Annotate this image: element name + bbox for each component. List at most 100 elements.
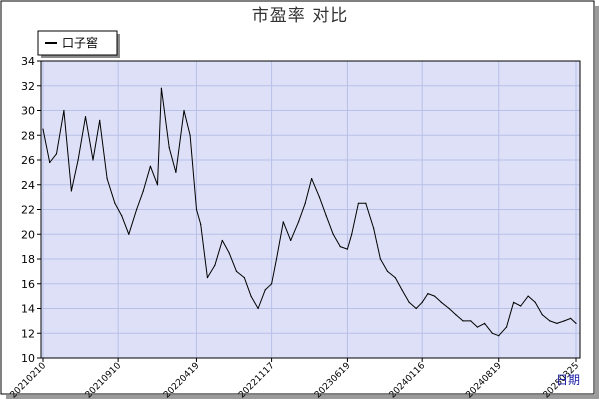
data-point	[55, 153, 58, 155]
data-point	[433, 295, 436, 297]
data-point	[373, 227, 375, 229]
data-point	[200, 223, 202, 225]
data-point	[304, 202, 306, 204]
data-point	[135, 208, 138, 211]
data-point	[513, 301, 515, 303]
data-point	[235, 270, 238, 272]
data-point	[325, 215, 327, 217]
data-point	[527, 295, 529, 297]
y-tick-label: 26	[21, 154, 35, 167]
data-point	[290, 239, 292, 242]
grid-lines	[41, 61, 580, 358]
data-point	[77, 159, 79, 161]
data-point	[379, 258, 381, 260]
data-point	[549, 320, 551, 322]
data-point	[311, 177, 313, 180]
data-point	[99, 119, 101, 121]
data-point	[505, 326, 508, 328]
chart-title: 市盈率 对比	[252, 6, 348, 26]
data-point	[483, 322, 486, 324]
data-point	[160, 87, 162, 89]
data-point	[520, 305, 522, 307]
data-point	[476, 326, 479, 328]
data-point	[206, 276, 209, 279]
y-tick-label: 12	[21, 327, 35, 340]
y-tick-label: 14	[21, 303, 35, 316]
data-point	[394, 276, 396, 279]
data-point	[401, 289, 403, 291]
data-point	[114, 202, 116, 204]
y-axis-ticks: 10 12 14 16 18 20 22 24 26 28 30 32 34	[21, 55, 41, 365]
data-point	[92, 159, 94, 161]
data-point	[264, 289, 266, 291]
data-point	[427, 293, 429, 295]
data-point	[556, 322, 558, 324]
plot-border	[40, 60, 581, 359]
data-point	[357, 202, 360, 204]
data-point	[149, 165, 151, 167]
series-line	[42, 87, 577, 337]
data-point	[386, 270, 389, 272]
y-tick-label: 16	[21, 278, 35, 291]
data-point	[42, 128, 44, 130]
data-point	[228, 252, 230, 254]
x-axis-label: 日期	[556, 373, 580, 387]
data-point	[455, 314, 457, 316]
legend: 口子窖	[37, 30, 120, 58]
data-point	[415, 307, 417, 310]
data-point	[121, 215, 123, 217]
data-point	[351, 233, 353, 235]
data-point	[491, 332, 493, 334]
data-point	[575, 322, 577, 324]
y-tick-label: 20	[21, 228, 35, 241]
data-point	[534, 301, 536, 303]
data-point	[63, 109, 65, 112]
chart-shadow-bottom	[6, 395, 599, 399]
data-point	[250, 295, 252, 297]
series-layer	[42, 87, 577, 337]
data-point	[84, 116, 87, 118]
y-tick-label: 34	[21, 55, 35, 68]
data-point	[297, 221, 300, 223]
data-point	[282, 221, 284, 223]
data-point	[142, 190, 144, 192]
data-point	[470, 320, 472, 322]
data-point	[221, 239, 223, 242]
y-tick-label: 24	[21, 179, 35, 192]
data-point	[498, 335, 500, 337]
data-point	[168, 147, 170, 149]
legend-entry-label: 口子窖	[62, 35, 98, 50]
data-point	[175, 171, 177, 173]
chart-shadow-right	[595, 6, 599, 398]
data-point	[106, 177, 108, 180]
data-point	[275, 258, 278, 260]
data-point	[70, 190, 72, 192]
data-point	[541, 314, 543, 316]
data-point	[257, 307, 259, 310]
data-point	[156, 184, 159, 186]
y-tick-label: 10	[21, 352, 35, 365]
data-point	[339, 246, 341, 248]
y-tick-label: 28	[21, 129, 35, 142]
data-point	[421, 301, 423, 303]
data-point	[318, 196, 321, 198]
data-point	[346, 248, 349, 250]
y-tick-label: 22	[21, 204, 35, 217]
data-point	[462, 320, 464, 322]
data-point	[365, 202, 367, 204]
data-point	[440, 301, 442, 303]
data-point	[183, 109, 185, 112]
data-point	[270, 283, 273, 285]
data-point	[243, 276, 245, 279]
data-point	[49, 161, 51, 164]
data-point	[563, 320, 565, 322]
data-point	[189, 134, 191, 136]
data-point	[570, 317, 572, 319]
data-point	[408, 301, 410, 303]
data-point	[195, 208, 198, 211]
data-point	[128, 233, 130, 235]
y-tick-label: 30	[21, 105, 35, 118]
data-point	[332, 233, 334, 235]
data-point	[448, 307, 450, 310]
